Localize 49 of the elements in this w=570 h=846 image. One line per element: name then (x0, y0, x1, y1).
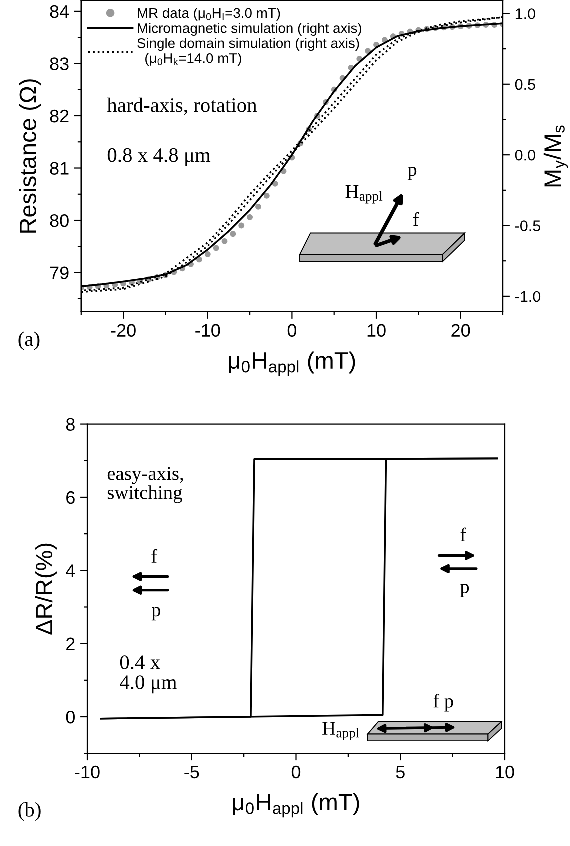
y-tick-label: 80 (50, 214, 69, 228)
y2-tick-label: -1.0 (515, 291, 541, 302)
y-tick-label: 84 (50, 5, 70, 18)
y-tick-label: 83 (50, 58, 69, 70)
annotation: f (152, 549, 158, 563)
y2-tick-label: -0.5 (515, 220, 540, 232)
y-tick-label: 8 (66, 418, 75, 432)
y2-tick-label: 1.0 (516, 8, 536, 20)
x-axis-title: μ$_{0}$H$_{appl}$ (mT) (229, 352, 356, 376)
y-tick-label: 79 (50, 266, 69, 280)
annotation: 0.8 x 4.8 μm (108, 148, 211, 166)
x-tick-label: -5 (184, 766, 200, 779)
annotation: hard-axis, rotation (107, 98, 258, 116)
legend-label: MR data (μ$_{0}$H$_{I}$=3.0 mT) (138, 8, 280, 21)
x-tick-label: 10 (496, 766, 514, 779)
y2-tick-label: 0.5 (515, 79, 536, 90)
text: (b) (18, 802, 41, 822)
x-tick-label: 5 (396, 766, 405, 779)
y-tick-label: 6 (66, 491, 75, 504)
annotation: 0.4 x 4.0 μm (120, 656, 177, 694)
annotation: f p (434, 694, 454, 712)
y2-tick-label: 0.0 (515, 150, 536, 161)
x-tick-label: -10 (196, 324, 220, 338)
y-tick-label: 0 (66, 710, 75, 724)
legend-label: Micromagnetic simulation (right axis) (138, 23, 362, 36)
x-tick-label: -10 (75, 766, 100, 779)
annotation: f (413, 212, 420, 226)
annotation: p (460, 584, 470, 598)
x-tick-label: 0 (288, 324, 297, 338)
x-tick-label: 0 (292, 766, 301, 779)
annotation: H$_{appl}$ (322, 722, 360, 740)
y2-axis-title: M$_{y}$/M$_{s}$ (544, 126, 568, 187)
y-tick-label: 82 (50, 110, 69, 123)
annotation: f (460, 528, 466, 542)
y-axis-title: Resistance (Ω) (19, 80, 42, 233)
annotation: H$_{appl}$ (346, 185, 383, 204)
y-axis-title: ΔR/R(%) (35, 544, 58, 635)
x-axis-title: μ$_{0}$H$_{appl}$ (mT) (233, 793, 360, 818)
y-tick-label: 2 (66, 638, 75, 650)
legend-label: Single domain simulation (right axis) (μ$_{0}$H$_{k}$=14.0 mT) (138, 38, 360, 66)
y-tick-label: 4 (66, 564, 76, 578)
y-tick-label: 81 (50, 162, 69, 175)
annotation: easy-axis, switching (108, 467, 184, 504)
annotation: p (152, 607, 161, 621)
annotation: p (408, 166, 417, 180)
x-tick-label: 10 (368, 324, 386, 338)
x-tick-label: -20 (111, 324, 136, 338)
x-tick-label: 20 (452, 324, 470, 338)
text: (a) (18, 332, 40, 350)
